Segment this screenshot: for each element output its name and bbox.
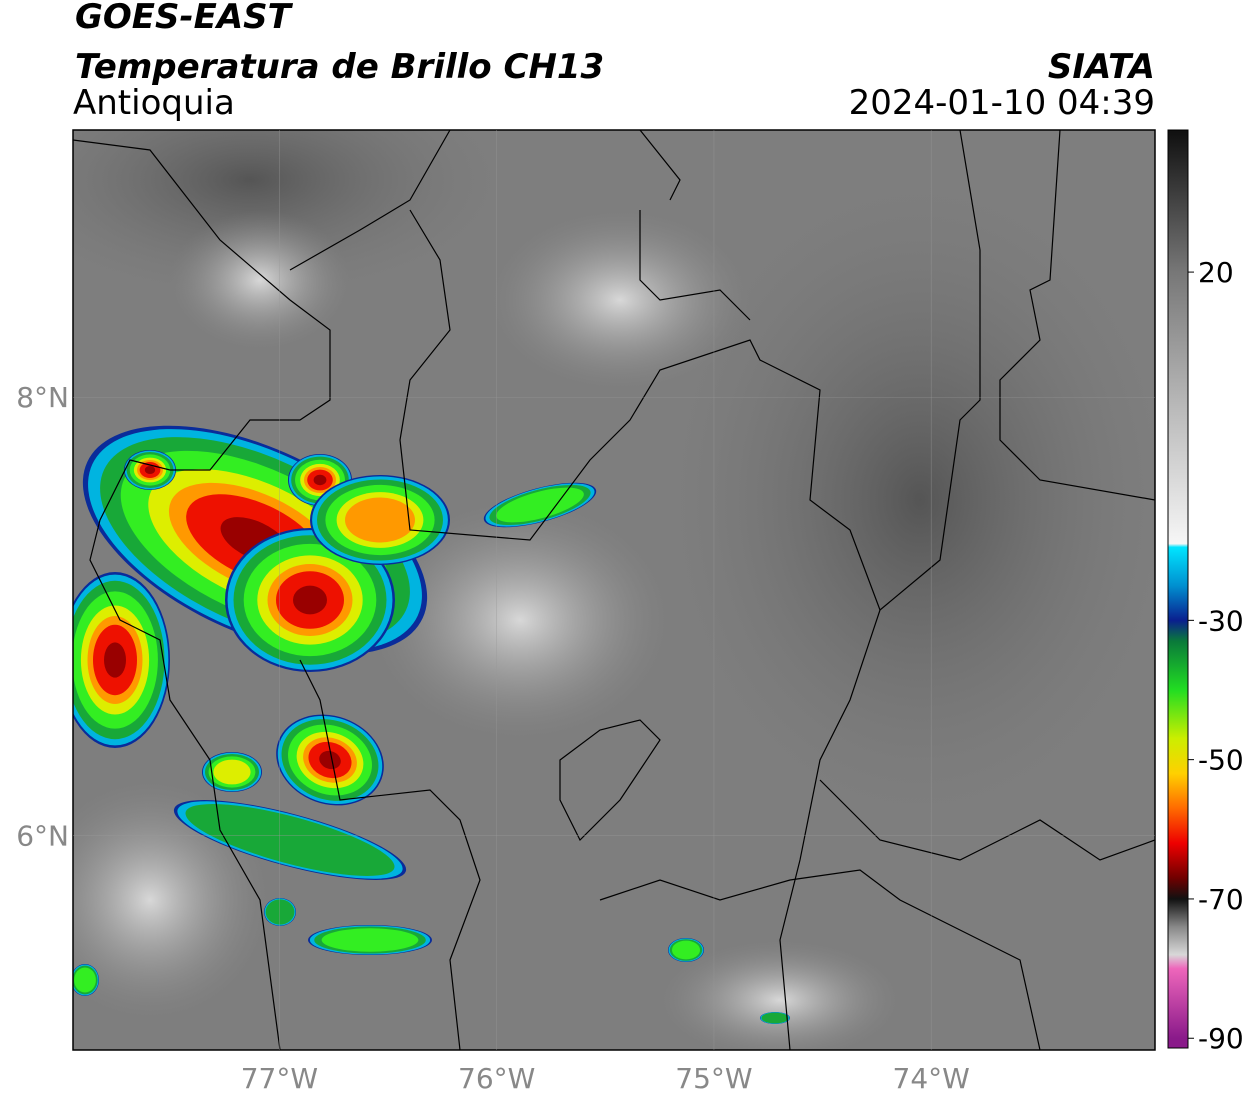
cloud-area xyxy=(660,940,900,1050)
subtitle: Temperatura de Brillo CH13 xyxy=(75,47,604,87)
colorbar-tick-label: -30 xyxy=(1198,604,1244,637)
storm-contour xyxy=(496,487,584,523)
storm-cell xyxy=(73,572,170,748)
y-tick-label: 8°N xyxy=(16,381,69,414)
storm-cell xyxy=(308,925,432,955)
cloud-area xyxy=(490,210,750,390)
plot-frame xyxy=(72,129,1156,1051)
storm-contour xyxy=(293,585,327,615)
y-tick-label: 6°N xyxy=(16,819,69,852)
x-tick-label: 75°W xyxy=(675,1062,752,1095)
source: SIATA xyxy=(1048,47,1155,87)
storm-cell xyxy=(173,800,407,880)
title: GOES-EAST xyxy=(75,0,294,37)
storm-contour xyxy=(104,642,126,678)
storm-contour xyxy=(671,940,701,960)
region: Antioquia xyxy=(73,83,235,123)
storm-cell xyxy=(668,938,704,962)
department-border xyxy=(999,130,1155,501)
x-tick-label: 74°W xyxy=(893,1062,970,1095)
storm-contour xyxy=(144,466,156,474)
storm-contour xyxy=(345,497,415,543)
storm-contour xyxy=(74,967,96,993)
department-border xyxy=(639,210,751,321)
cloud-free-area xyxy=(660,170,1155,830)
storm-cell xyxy=(760,1012,790,1024)
storm-cell xyxy=(264,898,296,926)
storm-contour xyxy=(213,759,251,785)
department-border xyxy=(819,779,1155,861)
storm-contour xyxy=(265,899,295,925)
cloud-area xyxy=(170,210,350,350)
storm-cell xyxy=(73,964,99,996)
department-border xyxy=(399,130,981,612)
storm-cell xyxy=(124,450,176,490)
municipality-border xyxy=(559,719,661,842)
storm-cell xyxy=(483,482,597,528)
department-border xyxy=(639,130,681,201)
x-tick-label: 77°W xyxy=(241,1062,318,1095)
colorbar-tick-label: -70 xyxy=(1198,883,1244,916)
datetime: 2024-01-10 04:39 xyxy=(849,83,1155,123)
x-tick-label: 76°W xyxy=(458,1062,535,1095)
imagery xyxy=(73,130,1155,1050)
storm-cell xyxy=(225,528,395,672)
storm-cell xyxy=(276,714,384,806)
coastline xyxy=(289,130,451,271)
storm-cell xyxy=(202,752,262,792)
storm-contour xyxy=(185,804,395,876)
storm-contour xyxy=(319,750,341,770)
department-border xyxy=(779,609,881,1050)
storm-contour xyxy=(761,1012,789,1024)
department-border xyxy=(599,869,1041,1050)
coastline xyxy=(73,139,331,1050)
colorbar-tick-label: -90 xyxy=(1198,1022,1244,1055)
storm-contour xyxy=(321,928,419,952)
borders xyxy=(73,130,1155,1050)
storm-contour xyxy=(313,474,327,486)
cloud-area xyxy=(370,500,670,740)
department-border xyxy=(299,659,481,1050)
colorbar-tick-label: -50 xyxy=(1198,744,1244,777)
colorbar xyxy=(1167,129,1189,1049)
colorbar-tick-label: 20 xyxy=(1198,256,1234,289)
storm-cell xyxy=(310,475,450,565)
